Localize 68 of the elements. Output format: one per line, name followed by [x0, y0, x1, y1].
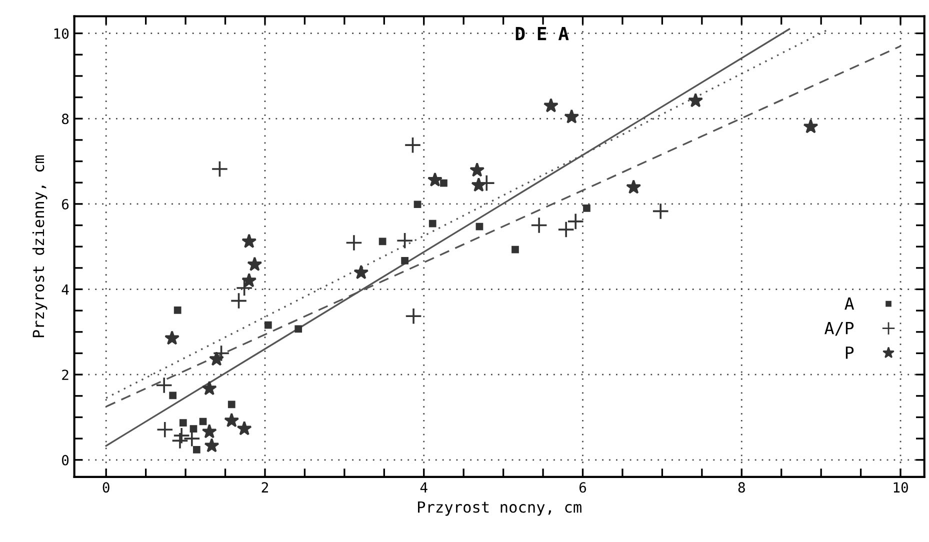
point — [202, 380, 217, 396]
point — [440, 179, 448, 187]
point — [427, 172, 442, 187]
y-tick-label: 4 — [62, 284, 69, 295]
point — [354, 264, 369, 280]
point — [173, 427, 190, 444]
point — [236, 420, 252, 436]
point — [247, 256, 262, 272]
y-tick-label: 8 — [62, 114, 69, 124]
legend-label: A — [844, 297, 854, 310]
point — [396, 232, 414, 250]
point — [209, 351, 224, 366]
point — [224, 412, 240, 428]
point — [156, 421, 174, 438]
point — [228, 400, 236, 408]
point — [242, 272, 257, 288]
point — [212, 344, 230, 362]
point — [652, 202, 670, 220]
point — [583, 204, 590, 212]
x-tick-label: 6 — [579, 482, 586, 493]
x-tick-label: 4 — [420, 482, 428, 492]
y-tick-label: 6 — [62, 198, 69, 210]
y-axis-title: Przyrost dzienny, cm — [32, 155, 48, 338]
point — [211, 160, 228, 178]
point — [564, 109, 580, 124]
point — [171, 432, 189, 450]
y-tick-label: 10 — [54, 28, 69, 39]
point — [428, 220, 436, 228]
x-tick-label: 0 — [102, 482, 110, 493]
point — [264, 321, 272, 329]
point — [179, 419, 187, 426]
point — [476, 222, 484, 230]
point — [164, 330, 180, 345]
point — [202, 424, 217, 438]
point — [378, 238, 386, 246]
point — [192, 446, 200, 454]
y-tick-label: 0 — [62, 454, 69, 466]
point — [230, 292, 248, 310]
x-tick-label: 10 — [894, 482, 908, 493]
point — [401, 257, 408, 264]
point — [404, 308, 422, 325]
point — [156, 376, 173, 394]
point — [169, 392, 177, 400]
point — [414, 200, 422, 208]
point — [345, 234, 362, 252]
point — [626, 179, 642, 194]
point — [236, 279, 253, 297]
point — [242, 234, 257, 248]
legend-label: A/P — [824, 322, 854, 336]
point — [530, 216, 548, 234]
point — [404, 136, 422, 154]
x-tick-label: 2 — [262, 482, 268, 492]
x-tick-label: 8 — [738, 482, 745, 493]
point — [470, 162, 485, 177]
point — [294, 325, 302, 333]
point — [199, 418, 207, 426]
point — [688, 92, 704, 108]
point — [543, 98, 558, 112]
chart-title: D E A — [516, 27, 569, 40]
y-tick-label: 2 — [62, 370, 68, 380]
x-axis-title: Przyrost nocny, cm — [418, 501, 582, 516]
point — [471, 177, 486, 192]
point — [204, 438, 220, 452]
point — [174, 306, 182, 314]
point — [190, 425, 198, 432]
legend-label: P — [846, 346, 854, 359]
point — [803, 118, 818, 134]
point — [512, 246, 519, 254]
